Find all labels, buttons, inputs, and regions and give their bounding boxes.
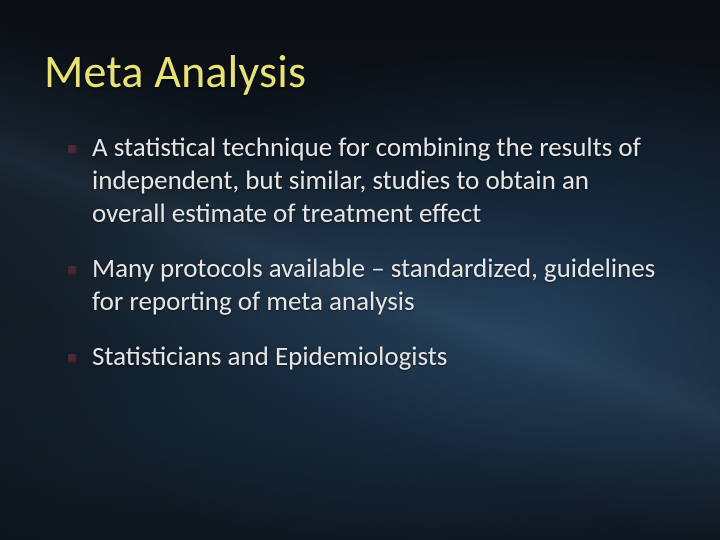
list-item: Many protocols available – standardized,… (92, 253, 664, 319)
list-item: A statistical technique for combining th… (92, 132, 664, 231)
bullet-list: A statistical technique for combining th… (44, 132, 664, 374)
slide-title: Meta Analysis (44, 48, 664, 96)
list-item: Statisticians and Epidemiologists (92, 341, 664, 374)
slide: Meta Analysis A statistical technique fo… (0, 0, 720, 540)
